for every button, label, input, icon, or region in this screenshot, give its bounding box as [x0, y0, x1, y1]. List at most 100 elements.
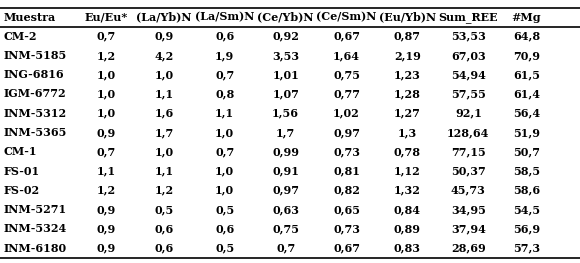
Text: (Ce/Sm)N: (Ce/Sm)N — [316, 12, 377, 23]
Text: 0,99: 0,99 — [272, 146, 299, 157]
Text: 1,23: 1,23 — [394, 69, 421, 80]
Text: 58,5: 58,5 — [513, 165, 540, 176]
Text: 1,0: 1,0 — [215, 185, 234, 196]
Text: 1,0: 1,0 — [96, 88, 115, 99]
Text: 1,1: 1,1 — [96, 165, 115, 176]
Text: 4,2: 4,2 — [154, 50, 173, 61]
Text: 1,64: 1,64 — [333, 50, 360, 61]
Text: 67,03: 67,03 — [451, 50, 485, 61]
Text: 0,78: 0,78 — [394, 146, 421, 157]
Text: FS-02: FS-02 — [3, 185, 39, 196]
Text: 0,92: 0,92 — [272, 31, 299, 42]
Text: (La/Yb)N: (La/Yb)N — [136, 12, 191, 23]
Text: 3,53: 3,53 — [272, 50, 299, 61]
Text: 1,32: 1,32 — [394, 185, 421, 196]
Text: 1,27: 1,27 — [394, 108, 421, 119]
Text: 0,75: 0,75 — [333, 69, 360, 80]
Text: 50,7: 50,7 — [513, 146, 540, 157]
Text: FS-01: FS-01 — [3, 165, 39, 176]
Text: 0,5: 0,5 — [215, 204, 234, 215]
Text: 1,0: 1,0 — [154, 69, 173, 80]
Text: 77,15: 77,15 — [451, 146, 485, 157]
Text: 1,6: 1,6 — [154, 108, 173, 119]
Text: IGM-6772: IGM-6772 — [3, 88, 66, 99]
Text: 0,9: 0,9 — [96, 127, 115, 138]
Text: 0,6: 0,6 — [215, 31, 234, 42]
Text: INM-5312: INM-5312 — [3, 108, 67, 119]
Text: 0,8: 0,8 — [215, 88, 234, 99]
Text: 1,01: 1,01 — [272, 69, 299, 80]
Text: 0,89: 0,89 — [394, 223, 421, 234]
Text: 1,07: 1,07 — [272, 88, 299, 99]
Text: 0,7: 0,7 — [215, 69, 234, 80]
Text: Eu/Eu*: Eu/Eu* — [84, 12, 128, 23]
Text: #Mg: #Mg — [512, 12, 541, 23]
Text: INM-5185: INM-5185 — [3, 50, 67, 61]
Text: 0,7: 0,7 — [276, 242, 295, 254]
Text: 45,73: 45,73 — [451, 185, 486, 196]
Text: 51,9: 51,9 — [513, 127, 540, 138]
Text: 0,82: 0,82 — [333, 185, 360, 196]
Text: 0,5: 0,5 — [154, 204, 173, 215]
Text: 0,5: 0,5 — [215, 242, 234, 254]
Text: 128,64: 128,64 — [447, 127, 490, 138]
Text: 0,6: 0,6 — [154, 223, 173, 234]
Text: 1,1: 1,1 — [154, 88, 173, 99]
Text: 1,7: 1,7 — [276, 127, 295, 138]
Text: CM-1: CM-1 — [3, 146, 37, 157]
Text: 0,6: 0,6 — [154, 242, 173, 254]
Text: 0,75: 0,75 — [272, 223, 299, 234]
Text: 57,3: 57,3 — [513, 242, 540, 254]
Text: 1,0: 1,0 — [96, 108, 115, 119]
Text: 1,12: 1,12 — [394, 165, 421, 176]
Text: 1,9: 1,9 — [215, 50, 234, 61]
Text: 61,5: 61,5 — [513, 69, 540, 80]
Text: 0,9: 0,9 — [96, 242, 115, 254]
Text: Sum_REE: Sum_REE — [438, 12, 498, 23]
Text: 0,7: 0,7 — [96, 146, 115, 157]
Text: 0,87: 0,87 — [394, 31, 421, 42]
Text: 0,97: 0,97 — [272, 185, 299, 196]
Text: 53,53: 53,53 — [451, 31, 486, 42]
Text: 0,67: 0,67 — [333, 31, 360, 42]
Text: 56,4: 56,4 — [513, 108, 540, 119]
Text: (La/Sm)N: (La/Sm)N — [195, 12, 255, 23]
Text: 1,2: 1,2 — [96, 185, 115, 196]
Text: 0,77: 0,77 — [333, 88, 360, 99]
Text: 0,63: 0,63 — [272, 204, 299, 215]
Text: Muestra: Muestra — [3, 12, 56, 23]
Text: INM-6180: INM-6180 — [3, 242, 67, 254]
Text: CM-2: CM-2 — [3, 31, 37, 42]
Text: 0,67: 0,67 — [333, 242, 360, 254]
Text: 54,5: 54,5 — [513, 204, 540, 215]
Text: 92,1: 92,1 — [455, 108, 482, 119]
Text: 0,7: 0,7 — [96, 31, 115, 42]
Text: 1,02: 1,02 — [333, 108, 360, 119]
Text: 2,19: 2,19 — [394, 50, 421, 61]
Text: 0,73: 0,73 — [333, 223, 360, 234]
Text: 1,7: 1,7 — [154, 127, 173, 138]
Text: 0,65: 0,65 — [333, 204, 360, 215]
Text: 1,2: 1,2 — [96, 50, 115, 61]
Text: INM-5365: INM-5365 — [3, 127, 67, 138]
Text: 1,1: 1,1 — [154, 165, 173, 176]
Text: 0,7: 0,7 — [215, 146, 234, 157]
Text: 1,0: 1,0 — [215, 127, 234, 138]
Text: INM-5324: INM-5324 — [3, 223, 67, 234]
Text: 50,37: 50,37 — [451, 165, 485, 176]
Text: 0,81: 0,81 — [333, 165, 360, 176]
Text: 0,91: 0,91 — [272, 165, 299, 176]
Text: 1,3: 1,3 — [398, 127, 417, 138]
Text: 64,8: 64,8 — [513, 31, 540, 42]
Text: 56,9: 56,9 — [513, 223, 540, 234]
Text: 0,9: 0,9 — [96, 223, 115, 234]
Text: INM-5271: INM-5271 — [3, 204, 67, 215]
Text: (Ce/Yb)N: (Ce/Yb)N — [258, 12, 314, 23]
Text: 1,0: 1,0 — [215, 165, 234, 176]
Text: 0,9: 0,9 — [96, 204, 115, 215]
Text: 34,95: 34,95 — [451, 204, 486, 215]
Text: 61,4: 61,4 — [513, 88, 540, 99]
Text: 1,0: 1,0 — [96, 69, 115, 80]
Text: 37,94: 37,94 — [451, 223, 486, 234]
Text: ING-6816: ING-6816 — [3, 69, 64, 80]
